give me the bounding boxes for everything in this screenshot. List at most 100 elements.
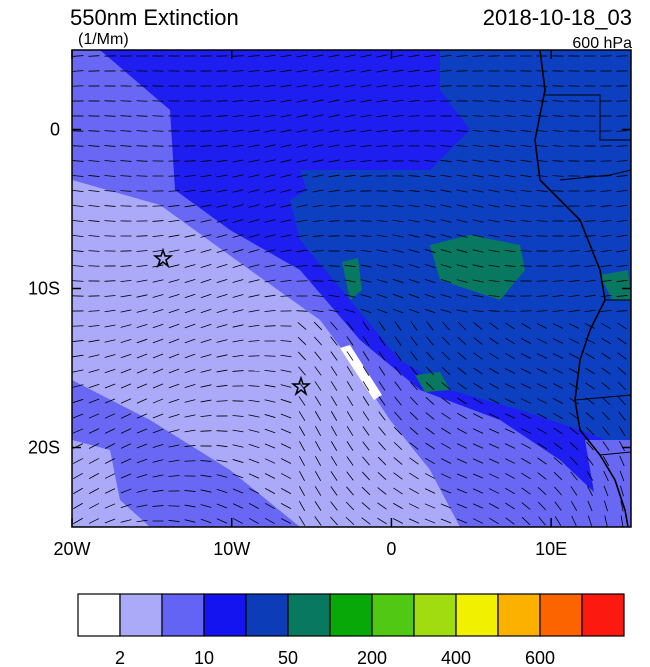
wind-vector: [72, 250, 84, 252]
wind-vector: [280, 264, 292, 268]
wind-vector: [488, 189, 500, 193]
wind-vector: [360, 99, 372, 103]
wind-vector: [408, 518, 420, 524]
wind-vector: [184, 368, 196, 374]
wind-vector: [394, 396, 402, 406]
title: 550nm Extinction: [70, 5, 239, 30]
wind-vector: [378, 441, 386, 451]
wind-vector: [216, 444, 228, 448]
wind-vector: [248, 249, 260, 253]
wind-vector: [344, 129, 356, 133]
wind-vector: [440, 488, 452, 494]
wind-vector: [616, 310, 628, 312]
wind-vector: [392, 84, 404, 88]
wind-vector: [488, 234, 500, 238]
wind-vector: [136, 264, 148, 268]
wind-vector: [216, 144, 228, 148]
wind-vector: [394, 351, 402, 361]
wind-vector: [504, 249, 516, 253]
wind-vector: [216, 189, 228, 193]
wind-vector: [618, 411, 626, 421]
wind-vector: [88, 398, 100, 404]
wind-vector: [280, 295, 292, 297]
wind-vector: [88, 55, 100, 57]
wind-vector: [280, 219, 292, 223]
wind-vector: [425, 412, 435, 420]
wind-vector: [504, 352, 516, 360]
wind-vector: [280, 398, 292, 404]
wind-vector: [330, 321, 338, 331]
wind-vector: [72, 428, 84, 434]
wind-vector: [312, 174, 324, 178]
wind-vector: [72, 384, 84, 388]
wind-vector: [584, 220, 596, 222]
wind-vector: [488, 383, 500, 389]
wind-vector: [601, 411, 611, 421]
wind-vector: [602, 426, 610, 436]
wind-vector: [554, 486, 562, 496]
wind-vector: [264, 234, 276, 238]
wind-vector: [216, 100, 228, 102]
wind-vector: [280, 99, 292, 103]
wind-vector: [568, 294, 580, 298]
wind-vector: [280, 413, 292, 419]
wind-vector: [362, 456, 370, 466]
wind-vector: [72, 70, 84, 72]
wind-vector: [377, 517, 387, 525]
wind-vector: [488, 174, 500, 178]
wind-vector: [312, 159, 324, 163]
wind-vector: [346, 471, 354, 481]
wind-vector: [441, 367, 451, 375]
wind-vector: [344, 114, 356, 118]
wind-vector: [88, 428, 100, 434]
wind-vector: [299, 485, 305, 497]
wind-vector: [200, 474, 212, 478]
wind-vector: [604, 515, 608, 527]
wind-vector: [248, 264, 260, 268]
wind-vector: [280, 84, 292, 88]
wind-vector: [120, 473, 132, 479]
wind-vector: [537, 472, 547, 480]
wind-vector: [168, 505, 180, 507]
wind-vector: [585, 412, 595, 420]
wind-vector: [249, 517, 259, 525]
wind-vector: [568, 279, 580, 283]
wind-vector: [360, 220, 372, 222]
wind-vector: [362, 411, 370, 421]
wind-vector: [346, 486, 354, 496]
wind-vector: [440, 309, 452, 313]
wind-vector: [377, 472, 387, 480]
wind-vector: [136, 428, 148, 434]
wind-vector: [568, 235, 580, 237]
wind-vector: [216, 219, 228, 223]
x-tick-label: 10E: [535, 539, 567, 559]
wind-vector: [88, 503, 100, 509]
wind-vector: [312, 129, 324, 133]
wind-vector: [168, 323, 180, 329]
wind-vector: [570, 471, 578, 481]
wind-vector: [296, 114, 308, 118]
wind-vector: [152, 413, 164, 419]
wind-vector: [200, 430, 212, 432]
wind-vector: [280, 503, 292, 509]
wind-vector: [312, 295, 324, 297]
wind-vector: [72, 55, 84, 57]
wind-vector: [520, 383, 532, 389]
wind-vector: [392, 99, 404, 103]
wind-vector: [314, 486, 322, 496]
wind-vector: [584, 309, 596, 313]
wind-vector: [298, 366, 306, 376]
wind-vector: [568, 115, 580, 117]
wind-vector: [362, 441, 370, 451]
wind-vector: [392, 54, 404, 58]
wind-vector: [424, 54, 436, 58]
wind-vector: [536, 190, 548, 192]
wind-vector: [136, 519, 148, 523]
wind-vector: [440, 473, 452, 479]
wind-vector: [408, 204, 420, 208]
wind-vector: [568, 265, 580, 267]
wind-vector: [248, 399, 260, 403]
wind-vector: [280, 488, 292, 494]
wind-vector: [152, 505, 164, 507]
wind-vector: [296, 265, 308, 267]
